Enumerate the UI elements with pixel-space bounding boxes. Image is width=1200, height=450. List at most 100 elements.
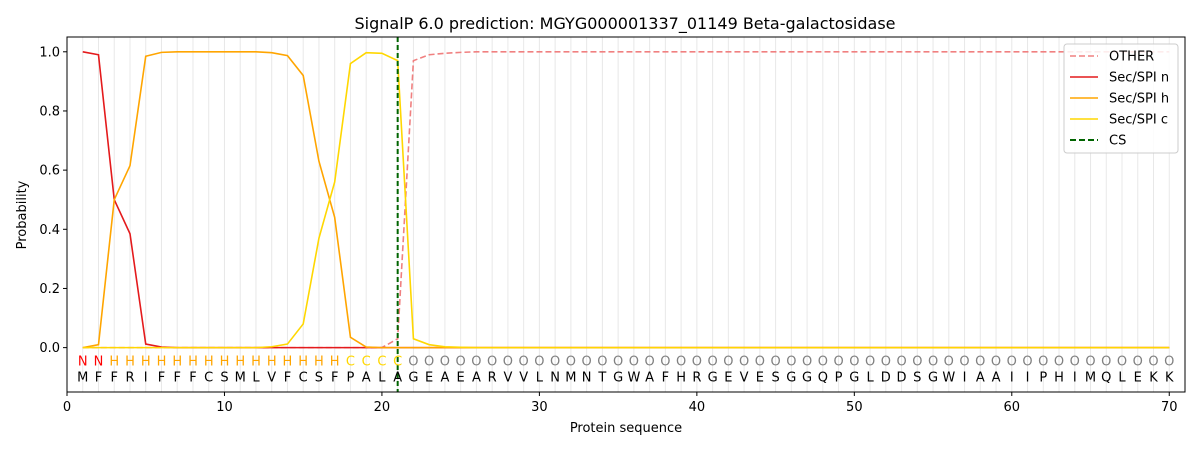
residue-label: G bbox=[928, 371, 938, 386]
residue-label: F bbox=[662, 371, 669, 386]
x-tick-label: 20 bbox=[374, 400, 391, 415]
region-label: H bbox=[141, 355, 151, 370]
residue-label: S bbox=[913, 371, 921, 386]
region-label: O bbox=[959, 355, 969, 370]
residue-label: I bbox=[144, 371, 148, 386]
residue-label: N bbox=[550, 371, 560, 386]
y-tick-label: 0.0 bbox=[39, 341, 60, 356]
residue-label: K bbox=[1165, 371, 1174, 386]
residue-label: I bbox=[963, 371, 967, 386]
residue-label: A bbox=[393, 371, 402, 386]
region-label: H bbox=[235, 355, 245, 370]
region-label: O bbox=[1085, 355, 1095, 370]
residue-label: L bbox=[866, 371, 874, 386]
y-tick-label: 1.0 bbox=[39, 45, 60, 60]
region-label: C bbox=[346, 355, 355, 370]
region-label: O bbox=[471, 355, 481, 370]
residue-label: F bbox=[189, 371, 196, 386]
residue-label: F bbox=[95, 371, 102, 386]
region-label: O bbox=[1133, 355, 1143, 370]
residue-label: V bbox=[267, 371, 276, 386]
region-label: O bbox=[519, 355, 529, 370]
residue-label: M bbox=[1085, 371, 1096, 386]
residue-label: F bbox=[331, 371, 338, 386]
residue-gridlines bbox=[82, 37, 1170, 392]
region-label: O bbox=[833, 355, 843, 370]
residue-label: A bbox=[976, 371, 985, 386]
region-label: N bbox=[94, 355, 104, 370]
residue-label: D bbox=[897, 371, 907, 386]
residue-label: W bbox=[942, 371, 955, 386]
region-label: H bbox=[188, 355, 198, 370]
region-label: O bbox=[1007, 355, 1017, 370]
x-tick-label: 50 bbox=[846, 400, 863, 415]
region-label: O bbox=[503, 355, 513, 370]
region-label: O bbox=[645, 355, 655, 370]
residue-label: L bbox=[1118, 371, 1126, 386]
residue-label: F bbox=[173, 371, 180, 386]
region-label: O bbox=[896, 355, 906, 370]
region-label: H bbox=[172, 355, 182, 370]
residue-label: F bbox=[158, 371, 165, 386]
region-label: H bbox=[283, 355, 293, 370]
region-label: O bbox=[865, 355, 875, 370]
region-label: O bbox=[770, 355, 780, 370]
residue-label: P bbox=[835, 371, 843, 386]
region-label: H bbox=[298, 355, 308, 370]
residue-label: A bbox=[472, 371, 481, 386]
residue-label: V bbox=[519, 371, 528, 386]
region-label: O bbox=[456, 355, 466, 370]
region-label: C bbox=[362, 355, 371, 370]
residue-label: G bbox=[802, 371, 812, 386]
region-label: O bbox=[928, 355, 938, 370]
x-axis-ticks: 0 10 20 30 40 50 60 70 bbox=[63, 392, 1178, 415]
region-label: H bbox=[330, 355, 340, 370]
legend-label: Sec/SPI h bbox=[1109, 92, 1169, 107]
residue-label: S bbox=[220, 371, 228, 386]
residue-label: R bbox=[125, 371, 134, 386]
residue-label: N bbox=[582, 371, 592, 386]
region-label: O bbox=[818, 355, 828, 370]
x-tick-label: 70 bbox=[1161, 400, 1178, 415]
residue-label: Q bbox=[1101, 371, 1111, 386]
legend-label: Sec/SPI c bbox=[1109, 113, 1168, 128]
residue-label: E bbox=[457, 371, 465, 386]
y-tick-label: 0.8 bbox=[39, 104, 60, 119]
residue-label: P bbox=[347, 371, 355, 386]
region-label: O bbox=[881, 355, 891, 370]
residue-label: A bbox=[645, 371, 654, 386]
residue-label: G bbox=[613, 371, 623, 386]
residue-label: Q bbox=[818, 371, 828, 386]
residue-label: S bbox=[315, 371, 323, 386]
residue-label: H bbox=[1054, 371, 1064, 386]
residue-label: M bbox=[77, 371, 88, 386]
residue-label: E bbox=[425, 371, 433, 386]
residue-label: G bbox=[786, 371, 796, 386]
residue-label: P bbox=[1039, 371, 1047, 386]
region-label: O bbox=[802, 355, 812, 370]
residue-label: W bbox=[627, 371, 640, 386]
residue-label: R bbox=[692, 371, 701, 386]
region-label: H bbox=[109, 355, 119, 370]
region-label: O bbox=[739, 355, 749, 370]
region-label: O bbox=[582, 355, 592, 370]
residue-label: K bbox=[1149, 371, 1158, 386]
region-label: H bbox=[314, 355, 324, 370]
region-label: O bbox=[1054, 355, 1064, 370]
region-label: O bbox=[1101, 355, 1111, 370]
series-line-sec-spi-c bbox=[82, 51, 1170, 349]
region-label: O bbox=[534, 355, 544, 370]
region-label: O bbox=[692, 355, 702, 370]
region-label: H bbox=[267, 355, 277, 370]
residue-label: L bbox=[536, 371, 544, 386]
region-label: O bbox=[912, 355, 922, 370]
region-label: O bbox=[1070, 355, 1080, 370]
region-label: O bbox=[424, 355, 434, 370]
region-label: O bbox=[597, 355, 607, 370]
region-label: H bbox=[204, 355, 214, 370]
region-label: C bbox=[393, 355, 402, 370]
residue-label: G bbox=[849, 371, 859, 386]
x-tick-label: 0 bbox=[63, 400, 71, 415]
